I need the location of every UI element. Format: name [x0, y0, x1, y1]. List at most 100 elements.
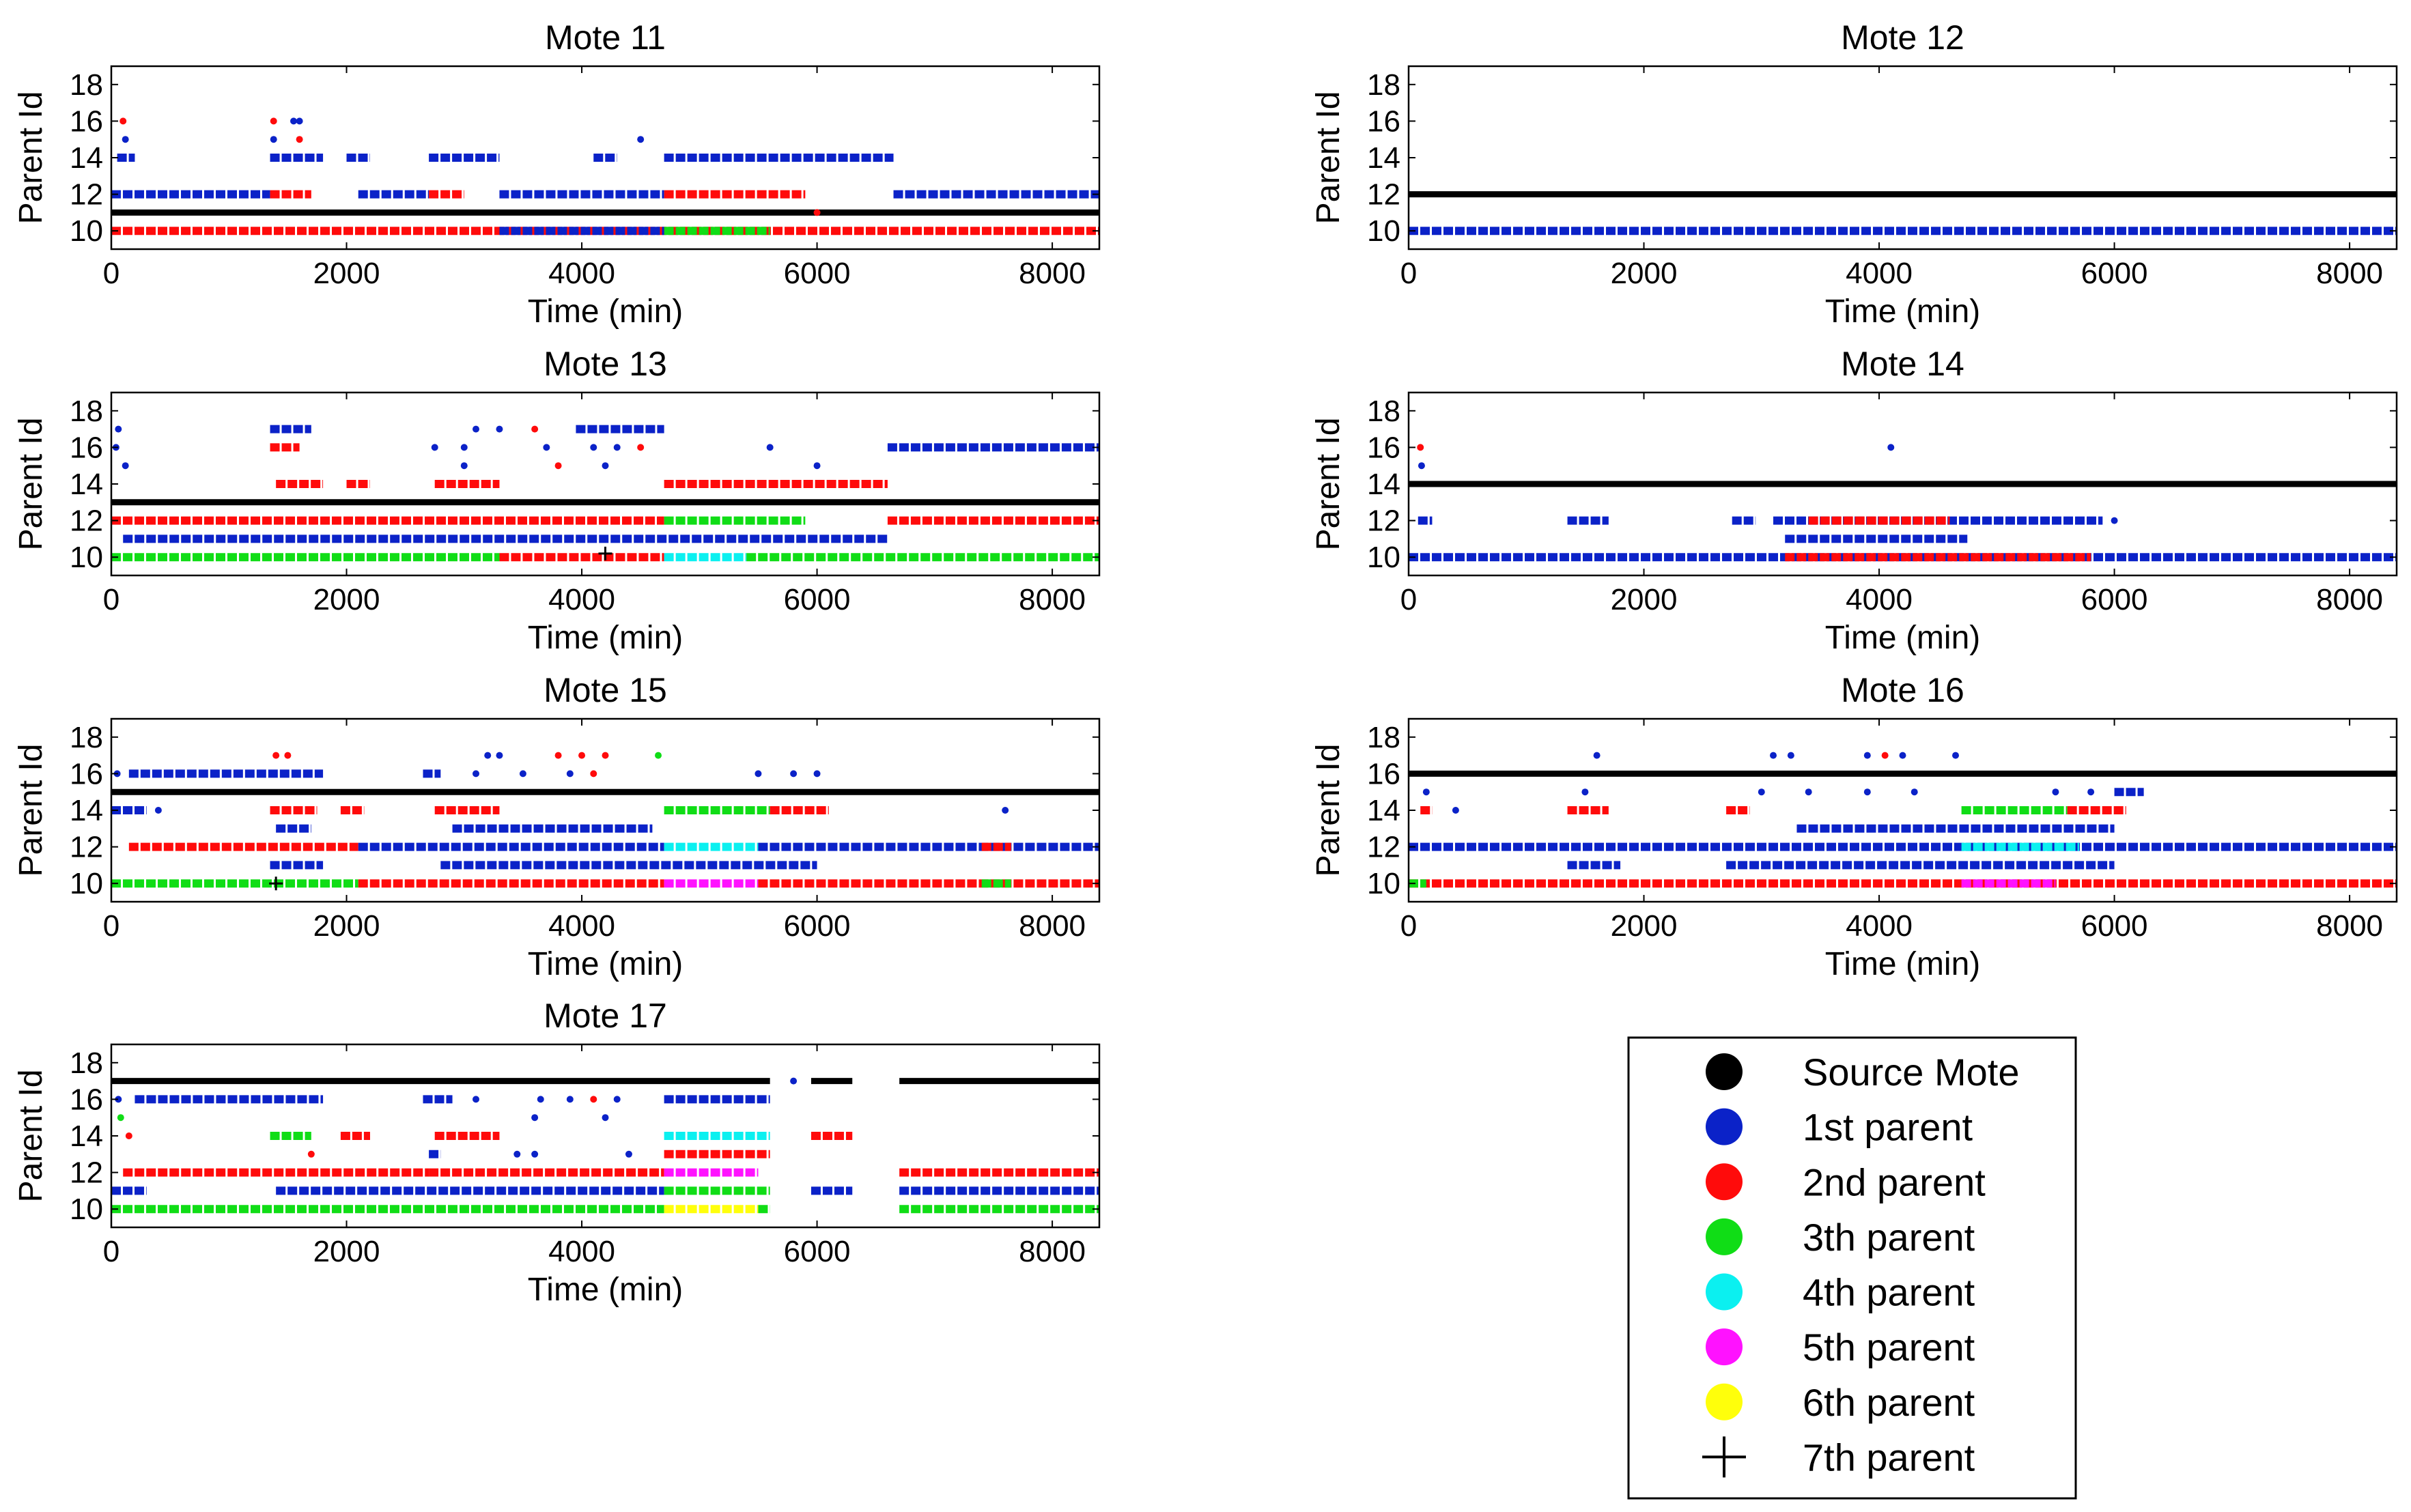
point-1st-parent: [496, 425, 503, 433]
x-axis-label: Time (min): [528, 620, 683, 656]
panel-title: Mote 15: [544, 671, 667, 709]
point-1st-parent: [602, 462, 609, 470]
point-1st-parent: [115, 425, 122, 433]
x-tick-label: 2000: [313, 257, 380, 290]
x-axis-label: Time (min): [1825, 294, 1981, 330]
axes-box: [110, 717, 1101, 903]
x-tick-label: 2000: [313, 1235, 380, 1268]
point-1st-parent: [519, 770, 526, 778]
point-1st-parent: [766, 444, 774, 451]
point-1st-parent: [270, 136, 277, 143]
y-tick-label: 10: [70, 541, 103, 574]
y-tick-label: 16: [1367, 104, 1400, 138]
legend-entry: Source Mote: [1706, 1051, 2020, 1094]
x-tick-label: 8000: [2316, 909, 2383, 943]
point-1st-parent: [1418, 462, 1425, 470]
panel-title: Mote 17: [544, 997, 667, 1035]
y-tick-label: 10: [70, 214, 103, 248]
x-axis-label: Time (min): [1825, 946, 1981, 982]
y-tick-label: 10: [1367, 867, 1400, 900]
point-1st-parent: [755, 770, 762, 778]
x-tick-label: 0: [103, 583, 119, 616]
x-axis-label: Time (min): [528, 1272, 683, 1308]
point-1st-parent: [2087, 788, 2095, 796]
point-2nd-parent: [296, 136, 303, 143]
point-1st-parent: [484, 752, 492, 759]
y-tick-label: 18: [70, 721, 103, 754]
legend-entry: 4th parent: [1706, 1271, 1975, 1314]
x-tick-label: 8000: [1019, 257, 1086, 290]
legend-marker-plus: [1702, 1436, 1746, 1478]
x-axis-label: Time (min): [528, 946, 683, 982]
legend-entry: 3th parent: [1706, 1216, 1975, 1259]
point-2nd-parent: [1417, 444, 1424, 451]
point-1st-parent: [115, 1096, 122, 1103]
legend-marker-dot: [1706, 1383, 1743, 1421]
legend-label: 7th parent: [1803, 1436, 1975, 1479]
point-1st-parent: [566, 770, 574, 778]
point-1st-parent: [1758, 788, 1765, 796]
x-tick-label: 4000: [548, 583, 615, 616]
point-1st-parent: [637, 136, 645, 143]
point-3th-parent: [117, 1114, 124, 1122]
x-tick-label: 4000: [548, 257, 615, 290]
legend-label: 3th parent: [1803, 1216, 1975, 1259]
point-1st-parent: [2052, 788, 2059, 796]
point-1st-parent: [296, 117, 303, 125]
point-2nd-parent: [531, 425, 539, 433]
x-tick-label: 2000: [313, 583, 380, 616]
legend-marker-dot: [1706, 1108, 1743, 1145]
point-1st-parent: [473, 1096, 480, 1103]
x-tick-label: 8000: [1019, 1235, 1086, 1268]
x-tick-label: 4000: [1846, 909, 1913, 943]
x-tick-label: 6000: [2081, 583, 2148, 616]
point-1st-parent: [1002, 807, 1009, 814]
y-tick-label: 10: [70, 867, 103, 900]
point-1st-parent: [566, 1096, 574, 1103]
legend-marker-dot: [1706, 1328, 1743, 1366]
y-tick-label: 14: [70, 794, 103, 827]
point-1st-parent: [460, 444, 468, 451]
point-1st-parent: [1911, 788, 1918, 796]
y-tick-label: 12: [1367, 504, 1400, 538]
y-tick-label: 16: [70, 1083, 103, 1116]
point-7th-parent: [269, 876, 283, 891]
point-1st-parent: [1787, 752, 1794, 759]
legend-marker-dot: [1706, 1273, 1743, 1311]
panel-title: Mote 11: [545, 18, 666, 57]
legend-entry: 5th parent: [1706, 1326, 1975, 1369]
x-tick-label: 0: [1400, 257, 1417, 290]
y-tick-label: 10: [1367, 541, 1400, 574]
legend-box: [1627, 1036, 2077, 1500]
point-1st-parent: [537, 1096, 544, 1103]
x-tick-label: 4000: [1846, 583, 1913, 616]
y-tick-label: 12: [1367, 831, 1400, 864]
y-tick-label: 18: [70, 68, 103, 102]
axes-box: [110, 1043, 1101, 1229]
point-1st-parent: [122, 462, 129, 470]
panel-title: Mote 12: [1841, 18, 1964, 57]
point-2nd-parent: [578, 752, 586, 759]
y-axis-label: Parent Id: [1310, 744, 1347, 877]
point-2nd-parent: [813, 209, 821, 216]
x-axis-label: Time (min): [1825, 620, 1981, 656]
y-tick-label: 14: [1367, 141, 1400, 175]
x-tick-label: 0: [103, 1235, 119, 1268]
point-1st-parent: [1581, 788, 1589, 796]
point-1st-parent: [513, 1150, 521, 1158]
point-2nd-parent: [272, 752, 280, 759]
point-1st-parent: [473, 425, 480, 433]
y-tick-label: 12: [70, 1156, 103, 1190]
point-1st-parent: [613, 444, 621, 451]
point-2nd-parent: [307, 1150, 315, 1158]
y-tick-label: 16: [70, 757, 103, 790]
point-1st-parent: [602, 1114, 609, 1122]
x-tick-label: 8000: [1019, 583, 1086, 616]
point-1st-parent: [790, 770, 798, 778]
y-tick-label: 16: [70, 104, 103, 138]
point-1st-parent: [813, 462, 821, 470]
y-tick-label: 16: [1367, 757, 1400, 790]
